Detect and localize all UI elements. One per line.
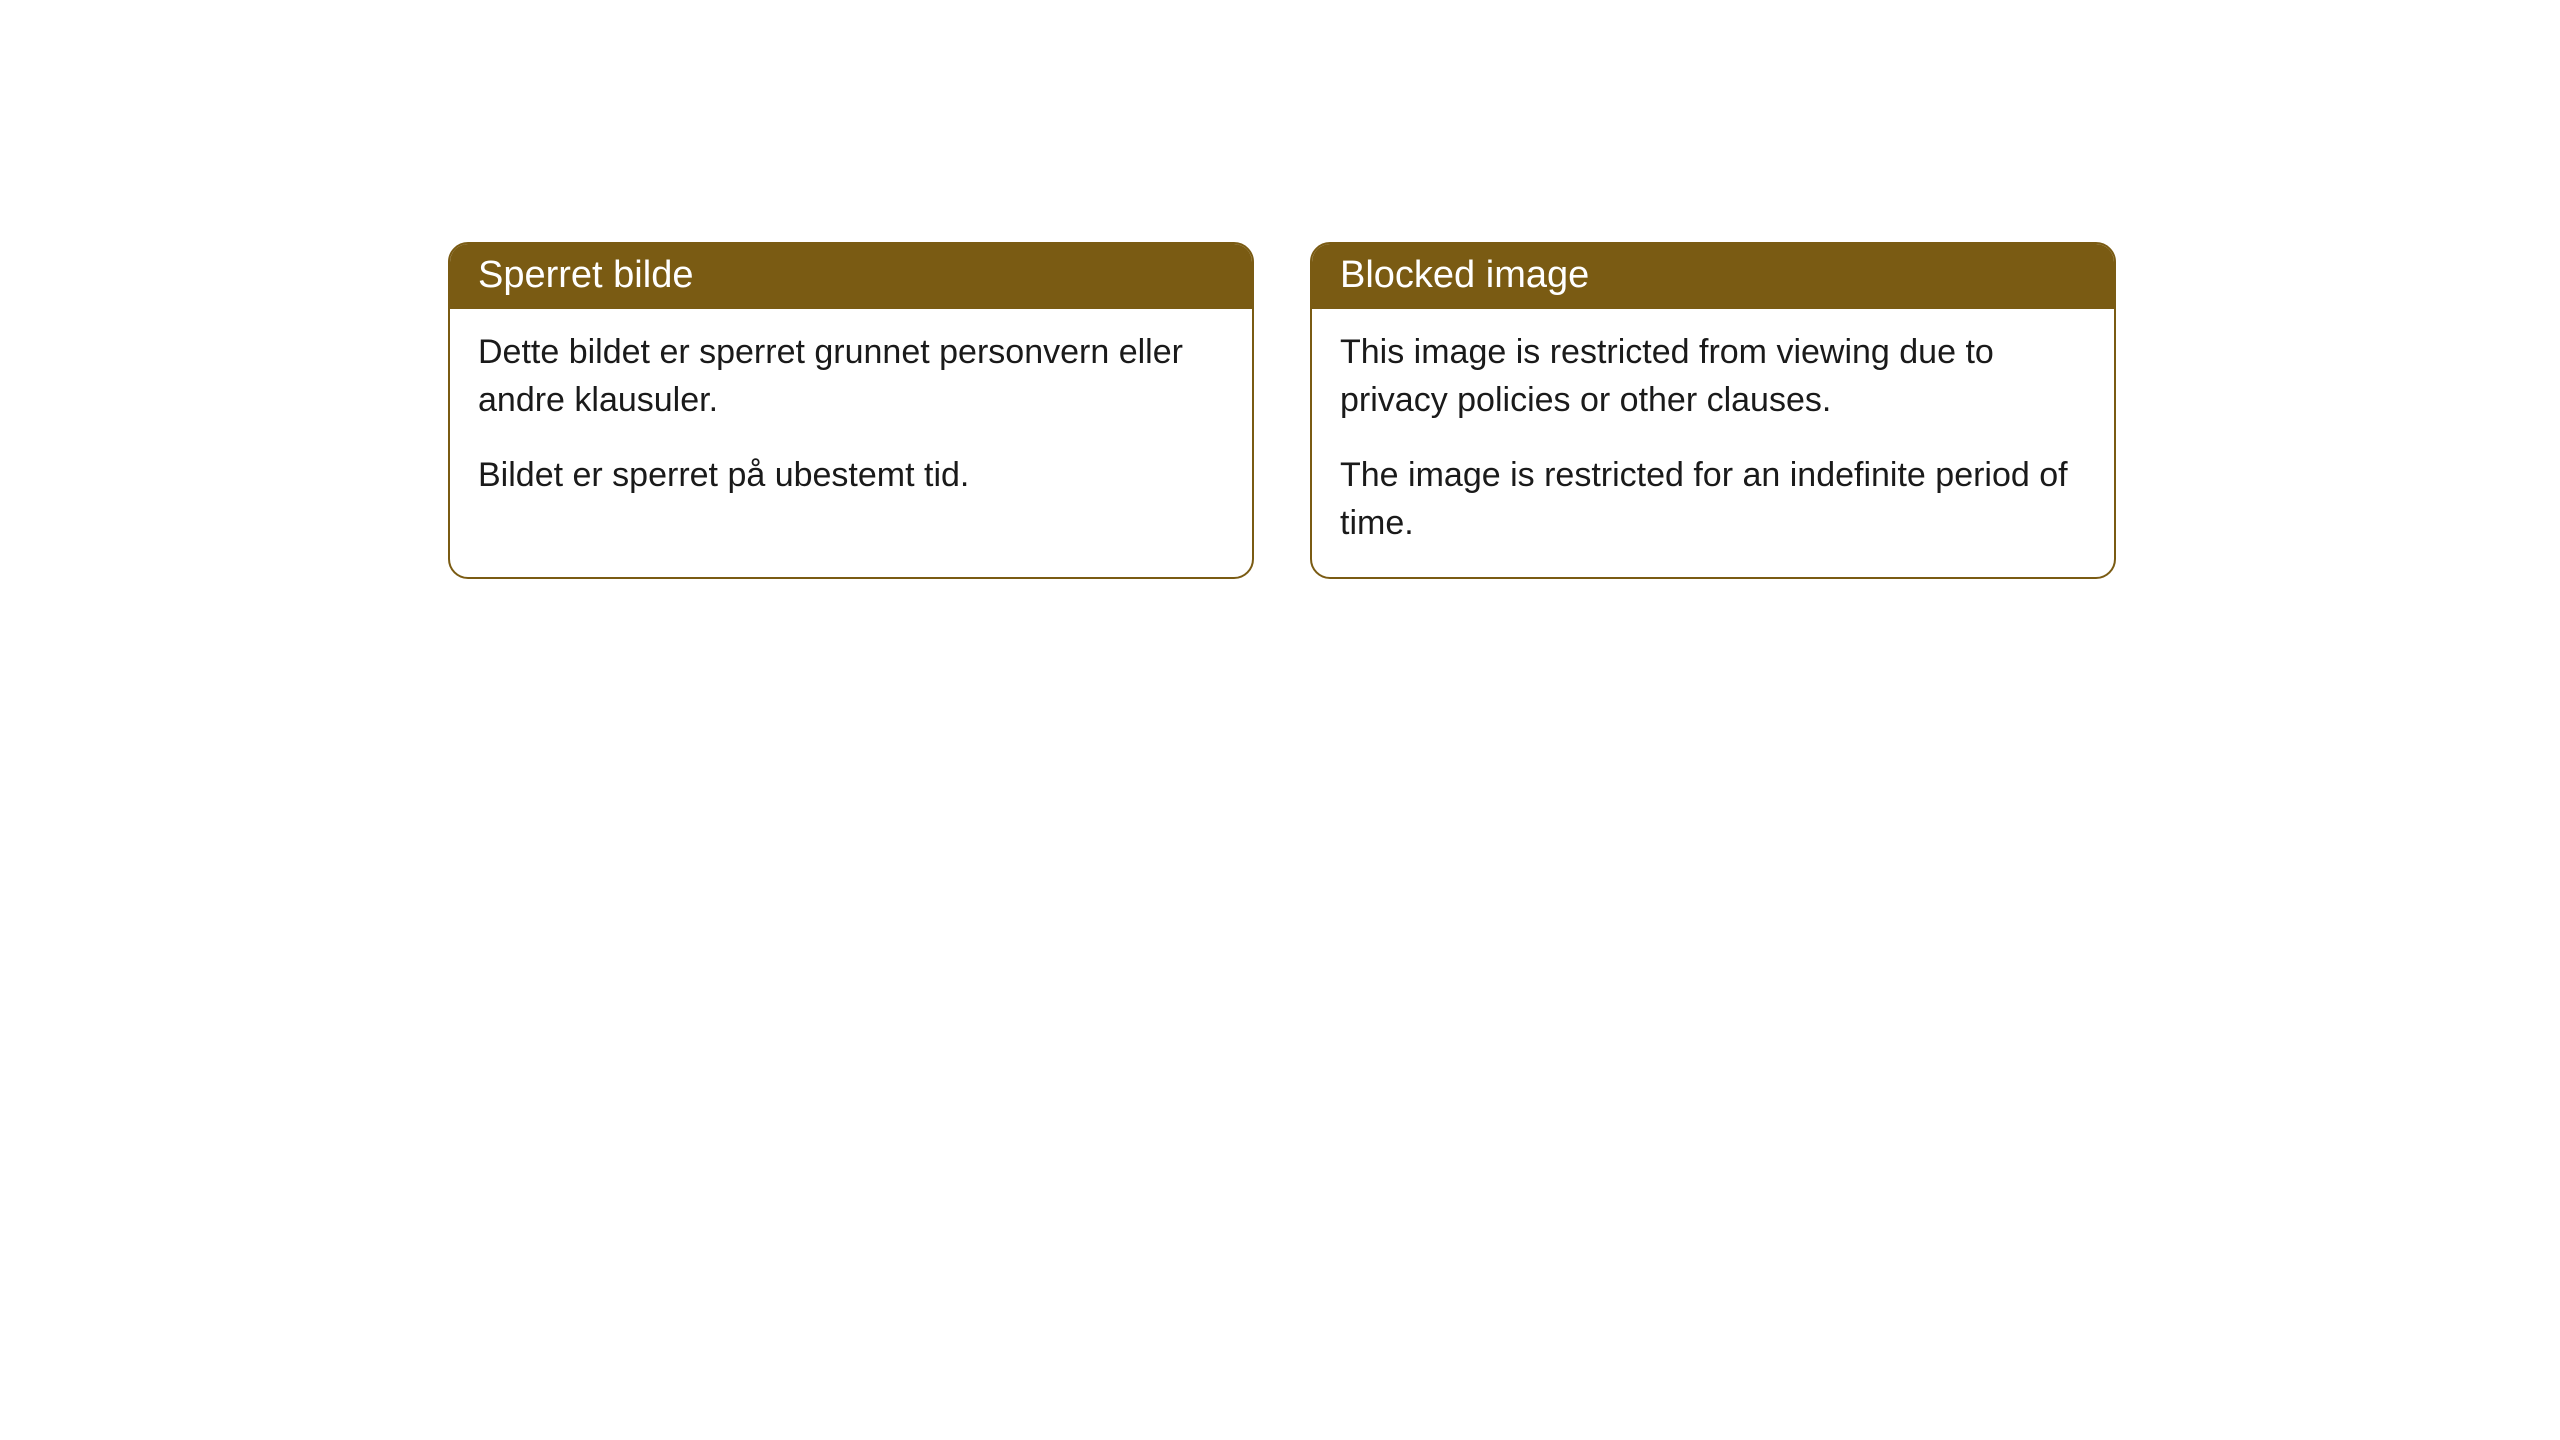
card-paragraph: Bildet er sperret på ubestemt tid. bbox=[478, 452, 1224, 500]
card-body: Dette bildet er sperret grunnet personve… bbox=[450, 309, 1252, 530]
blocked-image-card-english: Blocked image This image is restricted f… bbox=[1310, 242, 2116, 579]
blocked-image-card-norwegian: Sperret bilde Dette bildet er sperret gr… bbox=[448, 242, 1254, 579]
notice-cards-container: Sperret bilde Dette bildet er sperret gr… bbox=[448, 242, 2116, 579]
card-body: This image is restricted from viewing du… bbox=[1312, 309, 2114, 577]
card-header: Sperret bilde bbox=[450, 244, 1252, 309]
card-header: Blocked image bbox=[1312, 244, 2114, 309]
card-paragraph: The image is restricted for an indefinit… bbox=[1340, 452, 2086, 547]
card-paragraph: This image is restricted from viewing du… bbox=[1340, 329, 2086, 424]
card-paragraph: Dette bildet er sperret grunnet personve… bbox=[478, 329, 1224, 424]
